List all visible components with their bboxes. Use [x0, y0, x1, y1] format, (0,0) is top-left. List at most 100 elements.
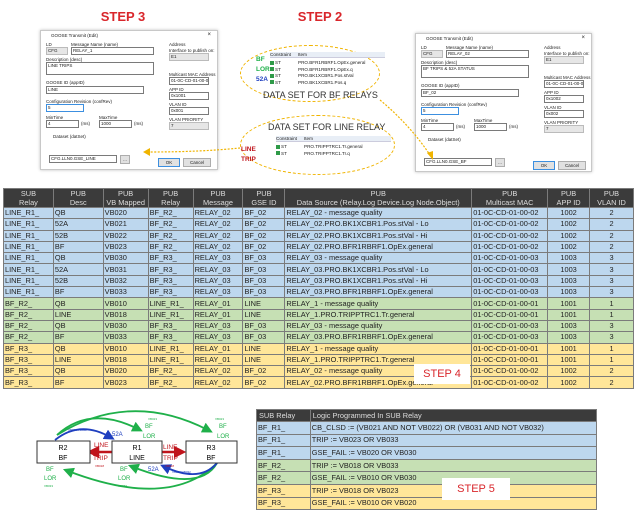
dataset-item-constraint[interactable]: ST — [275, 66, 281, 72]
table-row: BF_R3_ QB VB020 BF_R2_ RELAY_02 BF_02 RELAY_02… — [3, 365, 634, 378]
diagram-label: LOR — [118, 476, 131, 482]
vlan-id-field[interactable]: 0x002 — [544, 110, 584, 118]
table-cell: BF_R3_ — [3, 353, 54, 367]
table-cell: LINE — [242, 342, 286, 355]
table-cell: 1 — [589, 353, 634, 367]
goose-transmit-dialog-bf: GOOSE Transmit (Edit) × LD CFG Message Name … — [415, 33, 592, 172]
dataset-item-constraint[interactable]: ST — [275, 73, 281, 78]
header-row: SUB Relay Logic Programmed In SUB Relay — [256, 409, 598, 422]
step-5-label: STEP 5 — [442, 478, 510, 500]
dataset-item-constraint[interactable]: ST — [275, 79, 281, 85]
table-cell: 2 — [589, 206, 634, 220]
description-field[interactable]: LINE TRIPS — [46, 62, 154, 75]
table-cell: VB030 — [102, 319, 149, 333]
table-cell: LINE — [52, 353, 104, 367]
ld-select[interactable]: CFG — [421, 50, 443, 58]
app-id-field[interactable]: 0x1002 — [544, 95, 584, 103]
diagram-label: LINE — [94, 442, 109, 449]
min-time-field[interactable]: 4 — [421, 123, 454, 131]
table-cell: QB — [52, 319, 104, 333]
vlan-id-field[interactable]: 0x001 — [169, 107, 209, 115]
cancel-button[interactable]: Cancel — [558, 161, 586, 170]
ld-label: LD — [46, 42, 52, 47]
table-cell: RELAY_02.PRO.BK1XCBR1.Pos.stVal - Lo — [284, 218, 473, 231]
table-cell: 01-0C-CD-01-00-03 — [471, 331, 549, 344]
max-time-field[interactable]: 1000 — [474, 123, 507, 131]
dialog-title: GOOSE Transmit (Edit) — [51, 33, 99, 38]
table-row: BF_R2_ TRIP := VB018 OR VB033 — [256, 458, 598, 473]
ld-select[interactable]: CFG — [46, 47, 68, 55]
dataset-line-list: LINE TRIP Constraint Item ST PRO.TRIPPTRC1.Tr… — [241, 136, 396, 172]
table-cell: VB023 — [102, 376, 149, 389]
dataset-item[interactable]: PRO.TRIPPTRC1.Tr.general — [304, 144, 363, 149]
table-cell: RELAY_03 — [192, 286, 244, 299]
multicast-mac-label: Multicast MAC Address — [544, 75, 591, 80]
table-cell: 1002 — [547, 218, 591, 231]
vlan-priority-select[interactable]: 7 — [544, 125, 584, 133]
dataset-item[interactable]: PRO.BFR1RBRF1.OpEx.general — [298, 60, 366, 65]
description-label: Description (desc) — [46, 57, 83, 62]
dataset-item-constraint[interactable]: ST — [281, 144, 287, 149]
table-cell: BF_R2_ — [147, 218, 194, 231]
dataset-select[interactable]: CFG.LLN0.GSE_BF — [424, 158, 492, 166]
table-cell: 01-0C-CD-01-00-01 — [471, 342, 549, 355]
table-cell: BF_03 — [242, 331, 286, 344]
vlan-priority-select[interactable]: 7 — [169, 122, 209, 130]
column-header: PUB VLAN ID — [589, 188, 634, 208]
dataset-browse-button[interactable]: ... — [495, 158, 505, 167]
close-icon[interactable]: × — [581, 35, 585, 41]
step-3-label: STEP 3 — [100, 9, 146, 24]
ok-button[interactable]: OK — [158, 158, 180, 167]
table-row: BF_R1_ CB_CLSD := (VB021 AND NOT VB022) O… — [256, 421, 598, 435]
arrow-r3-to-r2-bf — [62, 462, 218, 490]
column-header: Logic Programmed In SUB Relay — [309, 409, 598, 422]
dataset-item-constraint[interactable]: ST — [275, 60, 281, 65]
relay-r2-name: R2 — [59, 445, 68, 452]
multicast-mac-field[interactable]: 01-0C-CD-01-00-02 — [544, 80, 584, 88]
max-time-field[interactable]: 1000 — [99, 120, 132, 128]
table-cell: LINE_R1_ — [3, 286, 54, 299]
relay-diagram: R2 BF R1 LINE R3 BF VB023 BF LOR VB023 BF… — [36, 410, 238, 490]
diagram-label: VB021/VB022 — [68, 428, 87, 432]
column-header-line2: VB Mapped — [106, 198, 145, 207]
dataset-label: Dataset (datSet) — [53, 134, 86, 139]
message-name-field[interactable]: RELAY_1 — [71, 47, 154, 55]
table-cell: BF_R2_ — [256, 471, 311, 485]
dataset-item[interactable]: PRO.BFR1RBRF1.OpEx.q — [298, 66, 353, 72]
goose-id-field[interactable]: BF_02 — [421, 89, 519, 97]
table-cell: 1003 — [547, 252, 591, 265]
column-header: PUB Multicast MAC — [471, 188, 549, 208]
interface-select[interactable]: E1 — [169, 53, 209, 61]
ok-button[interactable]: OK — [533, 161, 555, 170]
interface-select[interactable]: E1 — [544, 56, 584, 64]
conf-rev-field[interactable]: 5 — [421, 107, 459, 115]
dataset-item[interactable]: PRO.BK1XCBR1.Pos.stVal — [298, 73, 354, 78]
col-item: Item — [298, 52, 307, 57]
app-id-label: APP ID — [169, 87, 184, 92]
table-cell: QB — [52, 206, 104, 220]
description-field[interactable]: BF TRIPS & 52A STATUS — [421, 65, 529, 78]
table-row: BF_R3_ GSE_FAIL := VB010 OR VB020 — [256, 496, 598, 511]
app-id-label: APP ID — [544, 90, 559, 95]
app-id-field[interactable]: 0x1001 — [169, 92, 209, 100]
table-cell: LINE — [52, 308, 104, 321]
table-cell: RELAY_01 — [192, 342, 244, 355]
message-name-label: Message Name (name) — [446, 45, 494, 50]
dataset-item-constraint[interactable]: ST — [281, 150, 287, 156]
dataset-item[interactable]: PRO.TRIPPTRC1.Tr.q — [304, 150, 350, 156]
close-icon[interactable]: × — [207, 32, 211, 38]
min-time-field[interactable]: 4 — [46, 120, 79, 128]
table-cell: 1002 — [547, 365, 591, 378]
dataset-item[interactable]: PRO.BK1XCBR1.Pos.q — [298, 79, 347, 85]
message-name-field[interactable]: RELAY_02 — [446, 50, 529, 58]
dataset-browse-button[interactable]: ... — [120, 155, 130, 164]
table-cell: 01-0C-CD-01-00-02 — [471, 206, 549, 220]
dataset-select[interactable]: CFG.LLN0.GSE_LINE — [49, 155, 117, 163]
multicast-mac-field[interactable]: 01-0C-CD-01-00-01 — [169, 77, 209, 85]
diagram-label: VB018 — [95, 464, 104, 468]
conf-rev-field[interactable]: 5 — [46, 104, 84, 112]
goose-id-field[interactable]: LINE — [46, 86, 144, 94]
table-cell: RELAY_03.PRO.BK1XCBR1.Pos.stVal - Lo — [284, 263, 473, 276]
cancel-button[interactable]: Cancel — [183, 158, 211, 167]
dataset-line-title: DATA SET FOR LINE RELAY — [268, 122, 386, 132]
